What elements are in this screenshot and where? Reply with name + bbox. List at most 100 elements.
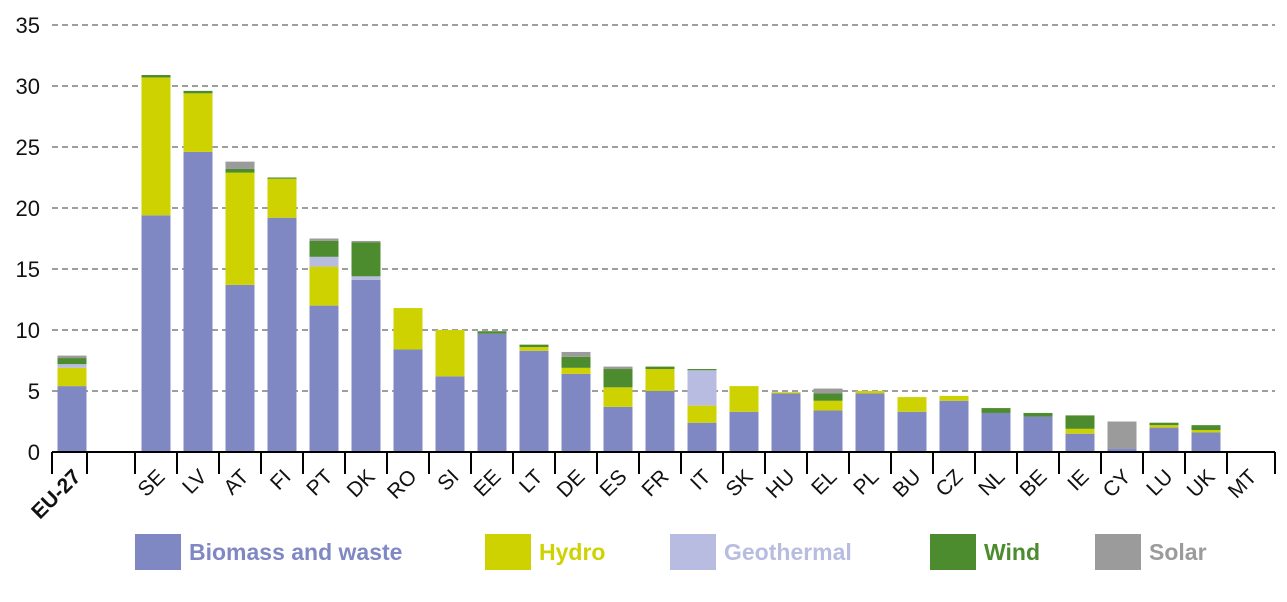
x-tick-label-cz: CZ [931,465,967,501]
x-tick-label-it: IT [686,465,716,495]
x-axis-category-labels: EU-27 SE LV AT FI PT DK RO SI EE LT DE ES FR IT SK HU EL P… [27,465,1261,523]
bar-it-geothermal [687,370,717,406]
bar-lu-wind [1149,422,1179,426]
bar-es-wind [603,369,633,388]
bar-bu-hydro [897,397,927,412]
bar-si-biomass-and-waste [435,376,465,452]
x-tick-label-be: BE [1015,465,1051,501]
y-tick-label-35: 35 [16,13,40,38]
legend-item-wind: Wind [930,534,1040,570]
x-tick-label-es: ES [595,465,631,501]
bar-pt-geothermal [309,256,339,267]
y-tick-label-25: 25 [16,135,40,160]
bar-el-solar [813,388,843,394]
bar-es-solar [603,366,633,370]
bar-lv-wind [183,90,213,94]
bar-dk-wind [351,242,381,277]
bar-eu-27-wind [57,358,87,365]
x-tick-label-lt: LT [515,465,548,498]
y-tick-label-30: 30 [16,74,40,99]
legend-label-geothermal: Geothermal [724,539,852,565]
legend: Biomass and waste Hydro Geothermal Wind Sola… [135,534,1207,570]
x-tick-label-mt: MT [1224,465,1262,503]
bar-el-hydro [813,400,843,411]
x-tick-label-cy: CY [1099,465,1136,502]
bar-cz-hydro [939,395,969,401]
bars [57,75,1221,452]
legend-item-geothermal: Geothermal [670,534,852,570]
bar-pt-hydro [309,266,339,306]
bar-fi-biomass-and-waste [267,217,297,452]
bar-pl-hydro [855,391,885,394]
bar-ro-biomass-and-waste [393,349,423,452]
x-tick-label-ie: IE [1063,465,1093,495]
x-tick-label-at: AT [219,465,253,499]
bar-se-hydro [141,77,171,216]
y-tick-label-15: 15 [16,257,40,282]
bar-nl-wind [981,408,1011,413]
bar-lt-hydro [519,347,549,351]
bar-ro-hydro [393,308,423,350]
bar-de-solar [561,351,591,357]
bar-dk-biomass-and-waste [351,279,381,452]
bar-uk-biomass-and-waste [1191,432,1221,452]
bar-lv-biomass-and-waste [183,151,213,452]
bar-pt-solar [309,238,339,241]
x-tick-label-fr: FR [637,465,673,501]
x-tick-label-fi: FI [266,465,295,494]
bar-dk-solar [351,240,381,243]
bar-eu-27-solar [57,355,87,359]
bar-ie-wind [1065,415,1095,429]
bar-lv-hydro [183,93,213,152]
bar-at-solar [225,161,255,169]
x-axis [51,451,1276,474]
bar-eu-27-geothermal [57,364,87,368]
bar-eu-27-hydro [57,367,87,387]
bar-uk-hydro [1191,430,1221,433]
bar-de-hydro [561,367,591,374]
legend-label-biomass-and-waste: Biomass and waste [189,539,402,565]
bar-lt-biomass-and-waste [519,350,549,452]
y-tick-label-0: 0 [28,440,40,465]
x-tick-label-nl: NL [974,465,1009,500]
x-tick-label-hu: HU [762,465,800,503]
legend-swatch-geothermal [670,534,716,570]
bar-at-hydro [225,172,255,285]
bar-fr-biomass-and-waste [645,391,675,452]
bar-nl-biomass-and-waste [981,412,1011,452]
bar-sk-biomass-and-waste [729,411,759,452]
bar-be-biomass-and-waste [1023,416,1053,452]
bar-se-wind [141,75,171,78]
bar-bu-biomass-and-waste [897,411,927,452]
bar-uk-wind [1191,425,1221,431]
bar-hu-biomass-and-waste [771,393,801,452]
bar-it-wind [687,369,717,371]
x-tick-label-dk: DK [343,465,380,502]
bar-ie-biomass-and-waste [1065,433,1095,452]
legend-item-solar: Solar [1095,534,1207,570]
y-tick-label-20: 20 [16,196,40,221]
x-tick-label-ro: RO [383,465,422,504]
x-tick-label-bu: BU [889,465,926,502]
bar-ee-biomass-and-waste [477,333,507,452]
bar-hu-hydro [771,392,801,394]
legend-swatch-solar [1095,534,1141,570]
x-tick-label-sk: SK [721,465,757,501]
bar-de-biomass-and-waste [561,373,591,452]
x-tick-label-pl: PL [849,465,883,499]
bar-cz-biomass-and-waste [939,400,969,452]
bar-fi-hydro [267,178,297,218]
bar-it-hydro [687,405,717,423]
bar-si-hydro [435,330,465,377]
bar-eu-27-biomass-and-waste [57,386,87,452]
bar-fr-hydro [645,369,675,391]
bar-lt-wind [519,344,549,348]
bar-fr-wind [645,366,675,370]
bar-se-biomass-and-waste [141,215,171,452]
y-axis-tick-labels: 0 5 10 15 20 25 30 35 [16,13,40,465]
x-tick-label-se: SE [133,465,169,501]
y-tick-label-10: 10 [16,318,40,343]
bar-fi-wind [267,177,297,179]
bar-es-biomass-and-waste [603,406,633,452]
